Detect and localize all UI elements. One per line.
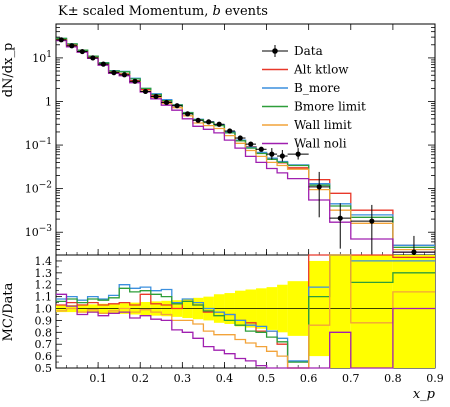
chart-title: K± scaled Momentum, b events [58, 4, 268, 19]
y-tick-label: 1 [45, 95, 52, 108]
data-point [258, 146, 264, 152]
uncertainty-band-bin [350, 255, 393, 368]
legend-entry-data: Data [262, 44, 323, 58]
data-point [269, 151, 275, 157]
x-tick-label: 0.6 [300, 372, 318, 385]
ratio-y-tick-label: 1.1 [35, 291, 53, 304]
ratio-y-tick-label: 1.0 [35, 303, 53, 316]
data-point [69, 43, 75, 49]
legend-entry: Wall noli [262, 137, 347, 151]
data-point [132, 78, 138, 84]
data-point [195, 117, 201, 123]
data-point [316, 184, 322, 190]
ratio-y-tick-label: 0.5 [35, 362, 53, 375]
x-tick-label: 0.1 [89, 372, 107, 385]
ratio-y-tick-label: 1.4 [35, 255, 53, 268]
data-point [248, 141, 254, 147]
x-tick-label: 0.7 [342, 372, 360, 385]
uncertainty-band-bin [392, 255, 435, 368]
legend-entry: Bmore limit [262, 100, 366, 114]
x-tick-label: 0.9 [426, 372, 444, 385]
data-point [216, 121, 222, 127]
data-point [153, 93, 159, 100]
data-point [142, 88, 149, 95]
x-tick-label: 0.2 [131, 372, 149, 385]
ratio-y-tick-label: 0.8 [35, 326, 53, 339]
ratio-y-tick-label: 0.7 [35, 338, 53, 351]
y-tick-label: 10−1 [25, 137, 52, 152]
legend-entry: Wall limit [262, 118, 352, 132]
legend-label: Bmore limit [294, 100, 366, 114]
x-tick-label: 0.5 [258, 372, 276, 385]
data-point [237, 135, 243, 141]
x-tick-label: 0.8 [384, 372, 402, 385]
ratio-histogram-wall-noli [56, 293, 435, 369]
x-tick-label: 0.4 [216, 372, 234, 385]
ratio-y-tick-label: 0.6 [35, 350, 53, 363]
ratio-y-tick-label: 0.9 [35, 314, 53, 327]
data-point [163, 99, 170, 106]
ratio-histogram-bmore-limit [56, 254, 435, 363]
legend-label: Data [294, 44, 323, 58]
y-tick-label: 10−3 [25, 224, 53, 239]
legend-entry: Alt ktlow [262, 63, 349, 77]
legend-label: Wall noli [294, 137, 347, 151]
legend-entry: B_more [262, 81, 340, 95]
data-point [337, 215, 343, 221]
data-point [295, 151, 301, 157]
ratio-y-axis-label: MC/Data [1, 282, 16, 341]
legend-label: Alt ktlow [293, 63, 349, 77]
ratio-y-tick-label: 1.3 [35, 267, 53, 280]
data-point [411, 249, 417, 255]
data-point [227, 128, 233, 134]
mc-histogram-wall-noli [56, 39, 435, 253]
data-point [174, 103, 180, 109]
data-point [279, 153, 285, 159]
data-point [58, 37, 64, 43]
x-axis-label: x_p [413, 387, 436, 402]
data-point [111, 70, 117, 76]
data-point [100, 61, 106, 67]
y-tick-label: 10−2 [25, 181, 52, 196]
x-tick-label: 0.3 [174, 372, 192, 385]
data-point [79, 48, 85, 55]
y-tick-label: 101 [32, 50, 52, 65]
y-axis-label: dN/dx_p [1, 43, 16, 98]
data-point [369, 218, 375, 224]
data-point [184, 111, 191, 117]
data-point [90, 55, 96, 61]
data-point [121, 72, 128, 78]
legend-label: Wall limit [294, 118, 352, 132]
legend-marker [272, 48, 278, 54]
data-point [206, 119, 212, 125]
ratio-y-tick-label: 1.2 [35, 279, 53, 292]
uncertainty-band-bin [329, 255, 351, 368]
legend-label: B_more [294, 81, 340, 95]
